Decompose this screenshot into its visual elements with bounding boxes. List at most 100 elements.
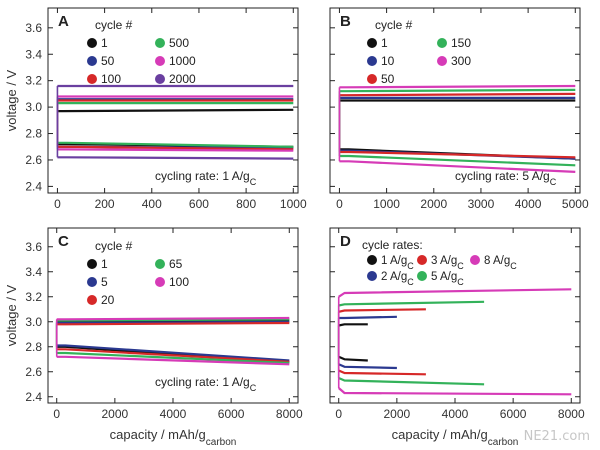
legend-label: 1 bbox=[381, 36, 388, 50]
series-discharge-line bbox=[57, 145, 294, 151]
x-tick-label: 2000 bbox=[102, 407, 129, 421]
series-charge-line bbox=[339, 92, 576, 97]
legend-marker bbox=[367, 74, 377, 84]
y-tick-label: 2.8 bbox=[25, 127, 42, 141]
plot-frame bbox=[47, 7, 299, 194]
x-tick-label: 2000 bbox=[420, 197, 447, 211]
legend-label: 50 bbox=[101, 54, 115, 68]
cycling-rate-annotation: cycling rate: 5 A/gC bbox=[455, 169, 557, 187]
legend-label: 1 bbox=[101, 257, 108, 271]
legend-marker bbox=[87, 74, 97, 84]
series-discharge-line bbox=[57, 148, 294, 152]
x-tick-label: 0 bbox=[53, 407, 60, 421]
x-tick-label: 200 bbox=[95, 197, 115, 211]
series-charge-line bbox=[338, 315, 397, 320]
series-charge-line bbox=[339, 88, 576, 93]
x-tick-label: 3000 bbox=[468, 197, 495, 211]
legend-marker bbox=[367, 38, 377, 48]
legend-label: 20 bbox=[101, 293, 115, 307]
legend-marker bbox=[87, 295, 97, 305]
y-tick-label: 3.4 bbox=[25, 47, 42, 61]
x-tick-label: 2000 bbox=[384, 407, 411, 421]
legend-label: 8 A/gC bbox=[484, 255, 517, 271]
x-tick-label: 400 bbox=[142, 197, 162, 211]
cycling-rate-annotation: cycling rate: 1 A/gC bbox=[155, 169, 257, 187]
legend-label: 100 bbox=[169, 275, 189, 289]
legend-marker bbox=[417, 271, 427, 281]
y-tick-label: 3.6 bbox=[25, 240, 42, 254]
legend-label: 2 A/gC bbox=[381, 271, 414, 287]
series-charge-line bbox=[56, 316, 290, 321]
series-discharge-line bbox=[338, 355, 368, 362]
x-axis-label: capacity / mAh/gcarbon bbox=[110, 427, 237, 448]
x-tick-label: 4000 bbox=[515, 197, 542, 211]
series-discharge-line bbox=[337, 387, 572, 396]
y-axis-label: voltage / V bbox=[4, 284, 19, 346]
series-discharge-line bbox=[56, 348, 290, 363]
x-tick-label: 8000 bbox=[276, 407, 303, 421]
legend-marker bbox=[87, 259, 97, 269]
legend-marker bbox=[87, 277, 97, 287]
panel-letter: A bbox=[58, 13, 69, 30]
legend-marker bbox=[417, 255, 427, 265]
legend-title: cycle # bbox=[95, 239, 133, 253]
y-tick-label: 3.0 bbox=[25, 100, 42, 114]
legend-marker bbox=[437, 56, 447, 66]
series-charge-line bbox=[57, 108, 294, 113]
x-tick-label: 4000 bbox=[442, 407, 469, 421]
x-axis-label: capacity / mAh/gcarbon bbox=[392, 427, 519, 448]
series-charge-line bbox=[56, 321, 290, 326]
x-tick-label: 0 bbox=[54, 197, 61, 211]
series-discharge-line bbox=[338, 376, 485, 386]
legend-marker bbox=[87, 56, 97, 66]
legend-marker bbox=[367, 255, 377, 265]
series-charge-line bbox=[56, 320, 290, 325]
legend-label: 150 bbox=[451, 36, 471, 50]
cycling-rate-annotation: cycling rate: 1 A/gC bbox=[155, 375, 257, 393]
plot-frame bbox=[329, 7, 581, 194]
legend-marker bbox=[87, 38, 97, 48]
legend-label: 2000 bbox=[169, 72, 196, 86]
legend-title: cycle # bbox=[375, 18, 413, 32]
y-tick-label: 2.4 bbox=[25, 390, 42, 404]
y-tick-label: 3.4 bbox=[25, 265, 42, 279]
panel-letter: C bbox=[58, 233, 69, 250]
x-tick-label: 1000 bbox=[373, 197, 400, 211]
watermark: NE21.com bbox=[523, 429, 590, 444]
y-tick-label: 3.2 bbox=[25, 74, 42, 88]
x-tick-label: 4000 bbox=[160, 407, 187, 421]
x-tick-label: 6000 bbox=[500, 407, 527, 421]
x-tick-label: 8000 bbox=[558, 407, 585, 421]
legend-marker bbox=[367, 56, 377, 66]
legend-marker bbox=[155, 259, 165, 269]
y-tick-label: 3.6 bbox=[25, 21, 42, 35]
legend-label: 300 bbox=[451, 54, 471, 68]
y-tick-label: 2.4 bbox=[25, 179, 42, 193]
panel-letter: B bbox=[340, 13, 351, 30]
series-discharge-line bbox=[56, 344, 290, 362]
y-tick-label: 2.6 bbox=[25, 365, 42, 379]
series-discharge-line bbox=[339, 150, 576, 159]
series-charge-line bbox=[338, 288, 572, 298]
series-discharge-line bbox=[338, 369, 426, 376]
legend-label: 3 A/gC bbox=[431, 255, 464, 271]
legend-label: 10 bbox=[381, 54, 395, 68]
y-tick-label: 3.2 bbox=[25, 290, 42, 304]
x-tick-label: 0 bbox=[336, 197, 343, 211]
panel-d: 0 2000 4000 6000 8000 capacity / mAh/gcarbon D… bbox=[329, 227, 585, 448]
panel-a: 2.4 2.6 2.8 3.0 3.2 3.4 3.6 0 200 400 600 800 1000 vo… bbox=[4, 7, 307, 211]
legend-label: 1000 bbox=[169, 54, 196, 68]
legend-label: 500 bbox=[169, 36, 189, 50]
y-axis-label: voltage / V bbox=[4, 69, 19, 131]
x-tick-label: 1000 bbox=[280, 197, 307, 211]
legend-marker bbox=[155, 38, 165, 48]
series-charge-line bbox=[339, 84, 576, 89]
series-charge-line bbox=[338, 308, 426, 313]
legend-label: 65 bbox=[169, 257, 183, 271]
panel-letter: D bbox=[340, 233, 351, 250]
series-discharge-line bbox=[57, 141, 294, 148]
series-discharge-line bbox=[56, 355, 290, 366]
legend-title: cycle rates: bbox=[362, 238, 423, 252]
panel-b: 0 1000 2000 3000 4000 5000 B cycle # 1 10 50 150 300… bbox=[329, 7, 589, 211]
